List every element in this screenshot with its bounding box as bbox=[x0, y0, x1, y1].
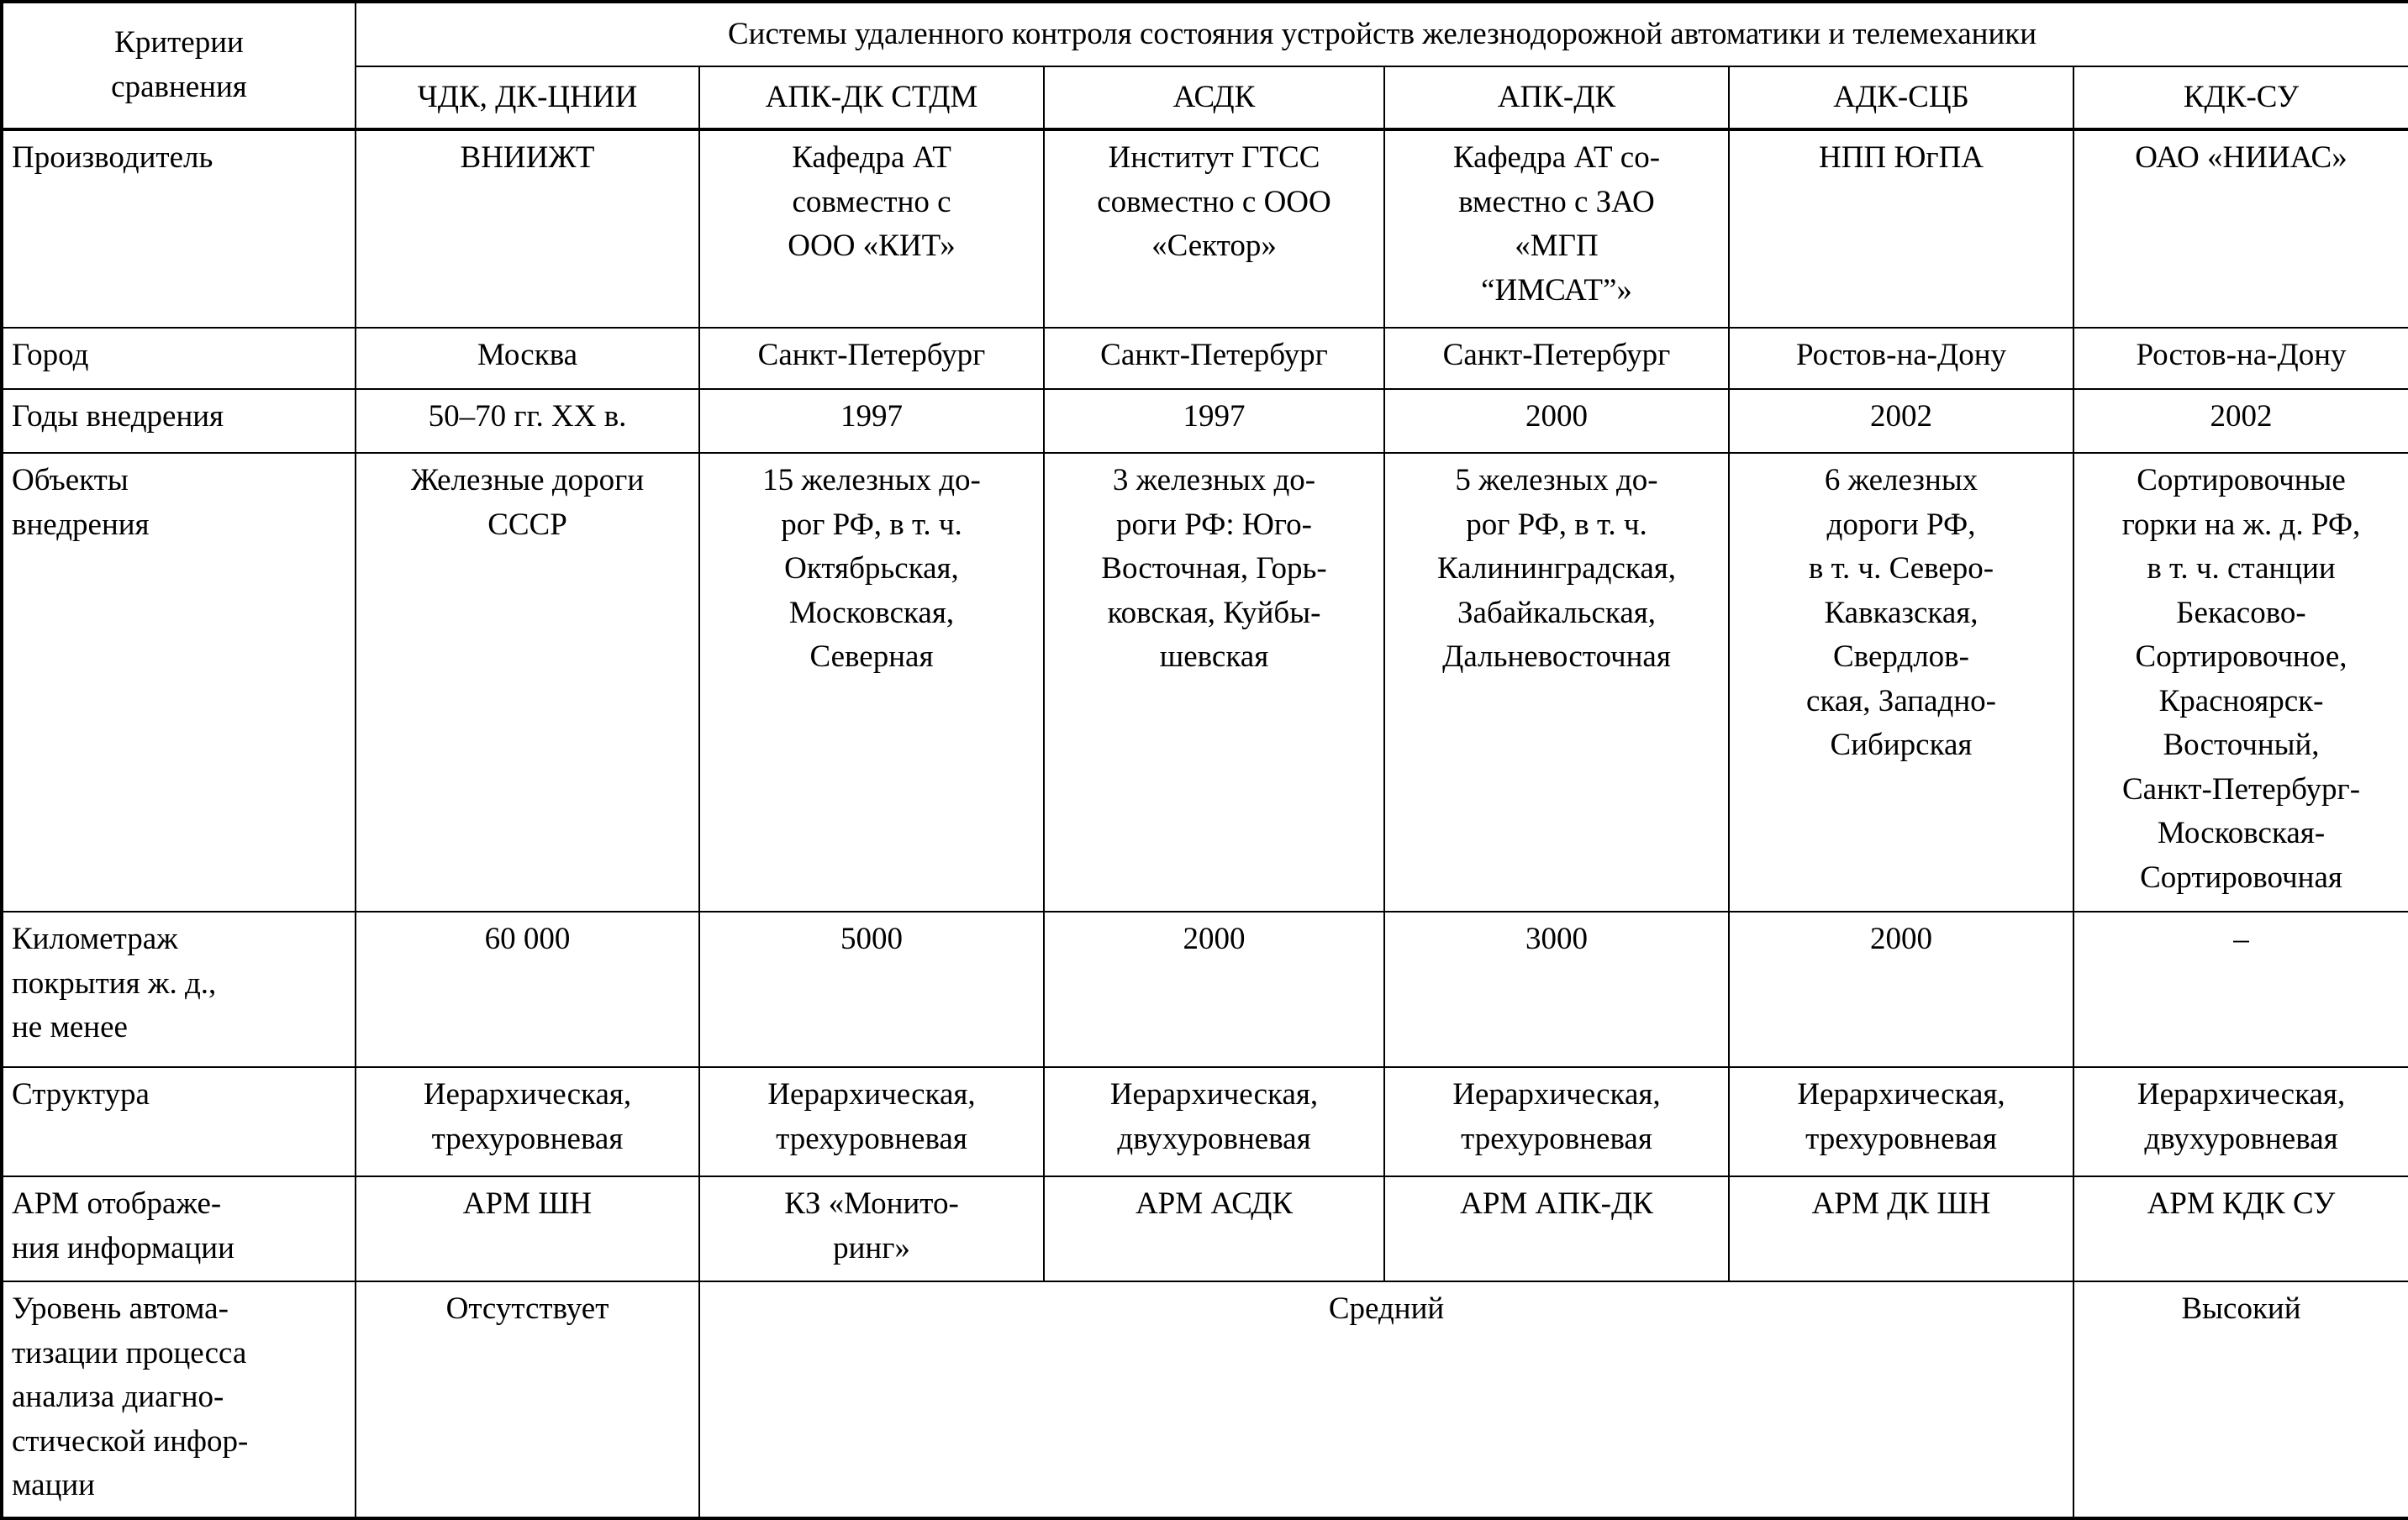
data-cell: 3000 bbox=[1383, 911, 1730, 1068]
data-cell: АРМ АПК-ДК bbox=[1383, 1176, 1730, 1282]
table-row-deployment-objects: Объекты внедрения Железные дороги СССР 1… bbox=[1, 452, 2408, 913]
data-cell: 50–70 гг. XX в. bbox=[355, 388, 700, 454]
group-header-cell: Системы удаленного контроля состояния ус… bbox=[354, 1, 2408, 67]
column-header-cell: АПК-ДК bbox=[1383, 66, 1730, 131]
data-cell: Иерархическая, трехуровневая bbox=[1383, 1066, 1730, 1177]
data-cell: АРМ ДК ШН bbox=[1728, 1176, 2074, 1282]
data-cell: 15 железных до- рог РФ, в т. ч. Октябрьс… bbox=[698, 452, 1045, 913]
table-row-structure: Структура Иерархическая, трехуровневая И… bbox=[1, 1066, 2408, 1177]
table-row-years: Годы внедрения 50–70 гг. XX в. 1997 1997… bbox=[1, 388, 2408, 454]
row-label-cell: Город bbox=[1, 327, 356, 390]
data-cell: 3 железных до- роги РФ: Юго- Восточная, … bbox=[1043, 452, 1385, 913]
data-cell: Санкт-Петербург bbox=[698, 327, 1045, 390]
row-label-cell: Годы внедрения bbox=[1, 388, 356, 454]
data-cell: Иерархическая, двухуровневая bbox=[2072, 1066, 2408, 1177]
data-cell: 2002 bbox=[1728, 388, 2074, 454]
data-cell: Иерархическая, трехуровневая bbox=[355, 1066, 700, 1177]
data-cell: – bbox=[2072, 911, 2408, 1068]
data-cell: Иерархическая, двухуровневая bbox=[1043, 1066, 1385, 1177]
column-header-cell: АПК-ДК СТДМ bbox=[698, 66, 1045, 131]
data-cell: Кафедра АТ со- вместно с ЗАО «МГП “ИМСАТ… bbox=[1383, 129, 1730, 329]
header-row-group: Критерии сравнения Системы удаленного ко… bbox=[1, 1, 2408, 131]
row-label-cell: Производитель bbox=[1, 129, 356, 329]
row-label-cell: Структура bbox=[1, 1066, 356, 1177]
row-label-cell: Уровень автома- тизации процесса анализа… bbox=[1, 1281, 356, 1519]
data-cell: ВНИИЖТ bbox=[355, 129, 700, 329]
data-cell: 5000 bbox=[698, 911, 1045, 1068]
corner-header-cell: Критерии сравнения bbox=[1, 1, 356, 131]
data-cell: Москва bbox=[355, 327, 700, 390]
data-cell: ОАО «НИИАС» bbox=[2072, 129, 2408, 329]
table-row-city: Город Москва Санкт-Петербург Санкт-Петер… bbox=[1, 327, 2408, 390]
data-cell: Железные дороги СССР bbox=[355, 452, 700, 913]
column-header-cell: АДК-СЦБ bbox=[1728, 66, 2074, 131]
data-cell: Иерархическая, трехуровневая bbox=[1728, 1066, 2074, 1177]
data-cell: АРМ АСДК bbox=[1043, 1176, 1385, 1282]
data-cell: 5 железных до- рог РФ, в т. ч. Калинингр… bbox=[1383, 452, 1730, 913]
table-row-manufacturer: Производитель ВНИИЖТ Кафедра АТ совместн… bbox=[1, 129, 2408, 329]
row-label-cell: Километраж покрытия ж. д., не менее bbox=[1, 911, 356, 1068]
data-cell: 6 железных дороги РФ, в т. ч. Северо- Ка… bbox=[1728, 452, 2074, 913]
data-cell: 1997 bbox=[1043, 388, 1385, 454]
data-cell-merged: Средний bbox=[698, 1281, 2074, 1519]
table-row-kilometrage: Километраж покрытия ж. д., не менее 60 0… bbox=[1, 911, 2408, 1068]
data-cell: Кафедра АТ совместно с ООО «КИТ» bbox=[698, 129, 1045, 329]
data-cell: Иерархическая, трехуровневая bbox=[698, 1066, 1045, 1177]
column-header-cell: АСДК bbox=[1043, 66, 1385, 131]
data-cell: АРМ КДК СУ bbox=[2072, 1176, 2408, 1282]
data-cell: Санкт-Петербург bbox=[1043, 327, 1385, 390]
data-cell: 2000 bbox=[1383, 388, 1730, 454]
data-cell: Сортировочные горки на ж. д. РФ, в т. ч.… bbox=[2072, 452, 2408, 913]
data-cell: 2002 bbox=[2072, 388, 2408, 454]
row-label-cell: Объекты внедрения bbox=[1, 452, 356, 913]
data-cell: Отсутствует bbox=[355, 1281, 700, 1519]
header-row-systems: ЧДК, ДК-ЦНИИ АПК-ДК СТДМ АСДК АПК-ДК АДК… bbox=[2, 66, 2408, 131]
data-cell: Высокий bbox=[2072, 1281, 2408, 1519]
column-header-cell: КДК-СУ bbox=[2072, 66, 2408, 131]
data-cell: КЗ «Монито- ринг» bbox=[698, 1176, 1045, 1282]
data-cell: Ростов-на-Дону bbox=[2072, 327, 2408, 390]
data-cell: НПП ЮгПА bbox=[1728, 129, 2074, 329]
column-header-cell: ЧДК, ДК-ЦНИИ bbox=[355, 66, 700, 131]
table-row-arm-display: АРМ отображе- ния информации АРМ ШН КЗ «… bbox=[1, 1176, 2408, 1282]
data-cell: 2000 bbox=[1728, 911, 2074, 1068]
data-cell: Санкт-Петербург bbox=[1383, 327, 1730, 390]
row-label-cell: АРМ отображе- ния информации bbox=[1, 1176, 356, 1282]
data-cell: Институт ГТСС совместно с ООО «Сектор» bbox=[1043, 129, 1385, 329]
data-cell: Ростов-на-Дону bbox=[1728, 327, 2074, 390]
data-cell: АРМ ШН bbox=[355, 1176, 700, 1282]
data-cell: 2000 bbox=[1043, 911, 1385, 1068]
data-cell: 60 000 bbox=[355, 911, 700, 1068]
data-cell: 1997 bbox=[698, 388, 1045, 454]
table-row-automation-level: Уровень автома- тизации процесса анализа… bbox=[1, 1281, 2408, 1519]
